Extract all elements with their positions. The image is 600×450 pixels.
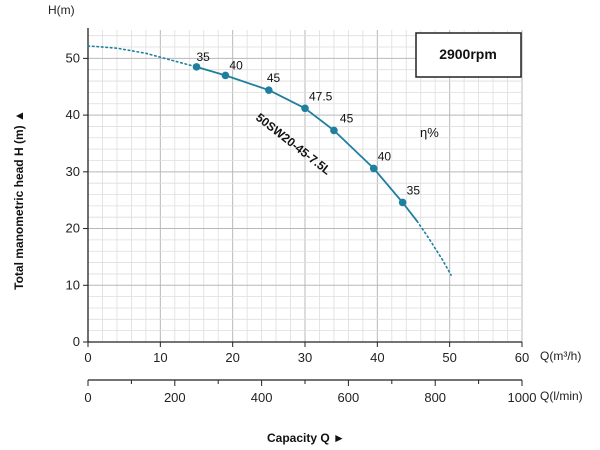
efficiency-point <box>265 86 273 94</box>
speed-label: 2900rpm <box>439 46 497 62</box>
x2-tick-label: 800 <box>424 390 446 405</box>
efficiency-point <box>369 164 378 173</box>
x2-tick-label: 0 <box>84 390 91 405</box>
curve-50sw20-45-7-5l <box>195 66 418 223</box>
efficiency-point <box>330 126 338 135</box>
efficiency-point-label: 40 <box>229 58 243 72</box>
x2-tick-label: 1000 <box>508 390 537 405</box>
efficiency-point <box>398 198 407 207</box>
speed-box <box>415 32 522 78</box>
y-tick-label: 50 <box>66 50 80 65</box>
efficiency-point-label: 40 <box>378 149 392 163</box>
curve-dotted-right <box>416 220 452 276</box>
curve-layer <box>87 45 452 276</box>
x2-tick-label: 600 <box>338 390 360 405</box>
x-tick-label: 10 <box>153 350 167 365</box>
y-tick-label: 40 <box>66 107 80 122</box>
y-tick-label: 30 <box>66 164 80 179</box>
efficiency-point-label: 45 <box>267 71 281 85</box>
x-tick-label: 60 <box>515 350 529 365</box>
x2-tick-label: 400 <box>251 390 273 405</box>
efficiency-label: η% <box>420 125 439 140</box>
efficiency-point-label: 45 <box>340 111 354 125</box>
efficiency-point <box>221 71 230 80</box>
x2-tick-label: 200 <box>164 390 186 405</box>
x-axis-title: Capacity Q ► <box>267 431 345 445</box>
points-layer: 35 40 45 47.5 45 40 35 <box>192 50 421 207</box>
x-tick-label: 20 <box>225 350 239 365</box>
curve-dotted-left <box>87 45 198 68</box>
y-tick-label: 10 <box>66 277 80 292</box>
x2-axis-unit-label: Q(l/min) <box>540 389 583 403</box>
x-tick-label: 50 <box>442 350 456 365</box>
efficiency-point <box>301 104 309 113</box>
y-axis-top-label: H(m) <box>48 3 75 17</box>
x-axis-unit-label: Q(m³/h) <box>540 349 581 363</box>
x-tick-label: 30 <box>298 350 312 365</box>
efficiency-point-label: 35 <box>197 50 211 64</box>
efficiency-point-label: 47.5 <box>309 89 333 103</box>
y-tick-label: 0 <box>73 334 80 349</box>
y-axis-title: Total manometric head H (m) ▲ <box>12 110 26 290</box>
x-tick-label: 40 <box>370 350 384 365</box>
x-tick-label: 0 <box>84 350 91 365</box>
efficiency-point-label: 35 <box>407 183 421 197</box>
y-tick-label: 20 <box>66 221 80 236</box>
efficiency-point <box>192 63 201 71</box>
